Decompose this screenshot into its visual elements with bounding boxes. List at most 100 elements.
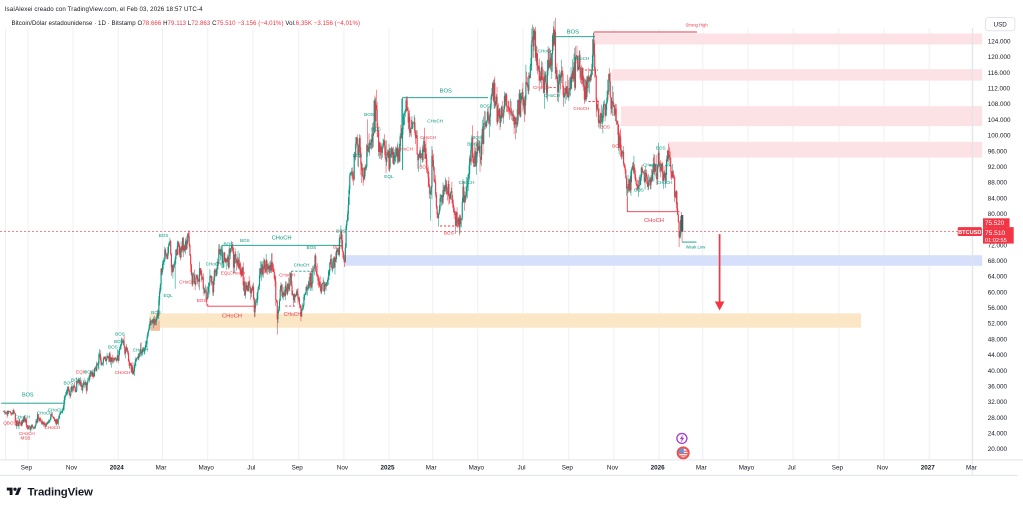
svg-text:BOS: BOS — [71, 378, 81, 383]
svg-text:CHoCH: CHoCH — [420, 135, 436, 140]
svg-text:CHoCH: CHoCH — [657, 180, 673, 185]
svg-text:IsaíAlexei creado con TradingV: IsaíAlexei creado con TradingView.com, e… — [5, 6, 203, 13]
svg-text:Sep: Sep — [832, 464, 844, 471]
svg-text:2025: 2025 — [380, 464, 395, 471]
svg-text:USD: USD — [994, 21, 1008, 28]
svg-text:CHoCH: CHoCH — [544, 93, 560, 98]
svg-text:BOS: BOS — [467, 142, 477, 147]
svg-text:BOS: BOS — [307, 245, 317, 250]
svg-text:CHoCH: CHoCH — [294, 263, 310, 268]
svg-text:BOS: BOS — [567, 30, 579, 36]
svg-text:92.000: 92.000 — [988, 164, 1008, 171]
svg-text:CHoCH: CHoCH — [206, 262, 222, 267]
svg-text:20.000: 20.000 — [988, 446, 1008, 453]
svg-text:Mar: Mar — [966, 464, 977, 471]
svg-text:EQH: EQH — [76, 370, 86, 375]
svg-text:CHoCH: CHoCH — [15, 415, 31, 420]
svg-text:BOS: BOS — [115, 332, 125, 337]
svg-text:124.000: 124.000 — [988, 39, 1011, 46]
svg-text:BOS: BOS — [84, 370, 94, 375]
svg-text:Mayo: Mayo — [739, 464, 755, 471]
svg-text:CHoCH: CHoCH — [573, 106, 589, 111]
svg-text:36.000: 36.000 — [988, 384, 1008, 391]
svg-text:Nov: Nov — [66, 464, 78, 471]
svg-text:88.000: 88.000 — [988, 180, 1008, 187]
svg-text:Nov: Nov — [337, 464, 349, 471]
svg-text:CHoCH: CHoCH — [19, 431, 35, 436]
svg-text:BOS: BOS — [114, 339, 124, 344]
svg-text:BOS: BOS — [159, 233, 169, 238]
svg-text:BOS: BOS — [440, 88, 452, 94]
svg-text:CHoCH: CHoCH — [222, 314, 242, 320]
svg-text:Nov: Nov — [607, 464, 619, 471]
svg-text:BOS: BOS — [656, 146, 666, 151]
svg-text:75.520: 75.520 — [985, 220, 1005, 227]
svg-text:BOS: BOS — [371, 127, 381, 132]
svg-text:BOS: BOS — [444, 231, 454, 236]
svg-text:CHoCH: CHoCH — [643, 163, 659, 168]
svg-text:Sep: Sep — [292, 464, 304, 471]
svg-text:BOS: BOS — [63, 381, 73, 386]
svg-text:60.000: 60.000 — [988, 289, 1008, 296]
svg-text:Sep: Sep — [21, 464, 33, 471]
svg-text:BOS: BOS — [151, 310, 161, 315]
svg-text:96.000: 96.000 — [988, 148, 1008, 155]
svg-text:CHoCH: CHoCH — [179, 279, 195, 284]
svg-text:CHoCH: CHoCH — [397, 147, 413, 152]
svg-text:CHoCH: CHoCH — [48, 408, 64, 413]
svg-text:CHoCH: CHoCH — [279, 273, 295, 278]
svg-text:84.000: 84.000 — [988, 195, 1008, 202]
svg-text:104.000: 104.000 — [988, 117, 1011, 124]
svg-text:Nov: Nov — [877, 464, 889, 471]
svg-text:CHoCH: CHoCH — [644, 218, 664, 224]
svg-text:2026: 2026 — [651, 464, 666, 471]
svg-text:28.000: 28.000 — [988, 415, 1008, 422]
svg-text:BOS: BOS — [480, 104, 490, 109]
svg-text:68.000: 68.000 — [988, 258, 1008, 265]
svg-text:Weak Low: Weak Low — [686, 244, 706, 249]
svg-text:CHoCH: CHoCH — [427, 118, 443, 123]
svg-text:75.510: 75.510 — [985, 230, 1006, 237]
svg-text:24.000: 24.000 — [988, 431, 1008, 438]
svg-text:Mayo: Mayo — [198, 464, 214, 471]
svg-text:120.000: 120.000 — [988, 54, 1011, 61]
svg-text:112.000: 112.000 — [988, 86, 1011, 93]
svg-text:CHoCH: CHoCH — [284, 312, 302, 318]
svg-text:BOS: BOS — [600, 125, 610, 130]
svg-text:TradingView: TradingView — [28, 486, 94, 498]
svg-text:Mar: Mar — [156, 464, 167, 471]
svg-text:CHoCH: CHoCH — [115, 370, 131, 375]
svg-text:100.000: 100.000 — [988, 133, 1011, 140]
svg-text:EQL: EQL — [221, 270, 231, 275]
svg-text:Sep: Sep — [562, 464, 574, 471]
svg-text:64.000: 64.000 — [988, 274, 1008, 281]
svg-text:48.000: 48.000 — [988, 336, 1008, 343]
svg-text:01:02:55: 01:02:55 — [985, 238, 1007, 244]
svg-text:56.000: 56.000 — [988, 305, 1008, 312]
svg-text:BTCUSD: BTCUSD — [958, 230, 981, 236]
svg-text:BOS: BOS — [240, 238, 250, 243]
svg-text:108.000: 108.000 — [988, 101, 1011, 108]
svg-text:BOS: BOS — [472, 135, 482, 140]
svg-text:BOS: BOS — [364, 112, 374, 117]
svg-text:72.000: 72.000 — [988, 242, 1008, 249]
svg-text:CHoCH: CHoCH — [272, 236, 292, 242]
svg-text:BOS: BOS — [333, 245, 343, 250]
svg-text:Strong High: Strong High — [686, 23, 709, 28]
svg-text:52.000: 52.000 — [988, 321, 1008, 328]
svg-text:CHoCH: CHoCH — [533, 85, 549, 90]
svg-text:2024: 2024 — [110, 464, 125, 471]
svg-text:BOS: BOS — [22, 393, 34, 399]
svg-text:BOS: BOS — [197, 298, 207, 303]
svg-text:116.000: 116.000 — [988, 70, 1011, 77]
svg-text:BOS: BOS — [612, 144, 622, 149]
svg-text:BOS: BOS — [353, 153, 363, 158]
svg-text:MSB: MSB — [21, 435, 31, 440]
svg-text:BOS: BOS — [336, 228, 346, 233]
svg-text:BOS: BOS — [634, 188, 644, 193]
svg-text:EQL: EQL — [384, 174, 394, 179]
svg-text:CHoCH: CHoCH — [37, 411, 53, 416]
svg-text:BOS: BOS — [223, 241, 233, 246]
svg-text:32.000: 32.000 — [988, 399, 1008, 406]
svg-text:QBOS: QBOS — [3, 421, 16, 426]
